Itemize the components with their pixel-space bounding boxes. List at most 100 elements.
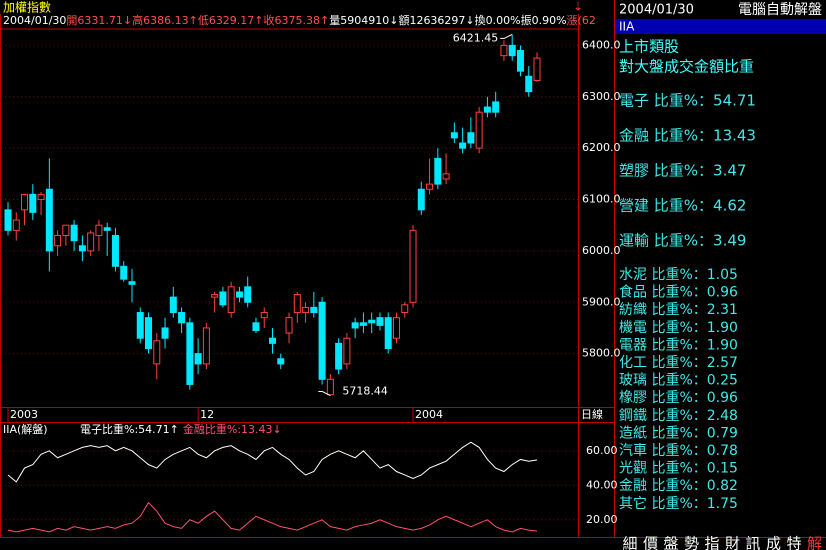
candle-body [285,317,293,334]
candle-body [492,101,500,113]
toolbar-button[interactable]: 財 [725,535,740,550]
side-item: 食品 比重%：0.96 [619,284,738,301]
info-bar: 2004/01/30開6331.71↓高6386.13↑低6329.17↑收63… [3,13,596,27]
y-tick-label: 40.00 [586,478,618,491]
side-header [615,0,826,18]
side-item: 化工 比重%：2.57 [619,355,738,371]
info-item: 量5904910↓額12636297↓換0.00%振0.90% [329,13,566,27]
candle-body [202,327,210,365]
side-item: 玻璃 比重%：0.25 [619,372,738,389]
candle-body [62,224,70,236]
candle-body [128,281,136,285]
side-item: 電子 比重%：54.71 [619,92,756,110]
candle-body [136,312,144,339]
arrow-icon: ⇣ [573,0,583,14]
lower-title: IIA(解盤) [3,422,48,436]
toolbar-button[interactable]: 訊 [745,535,760,550]
frame [0,0,826,538]
candle-body [467,132,475,144]
toolbar-button[interactable]: 解 [807,535,822,550]
candle-body [219,291,227,306]
side-item: 機電 比重%：1.90 [619,320,738,336]
side-tab [615,19,826,34]
candle-body [516,50,524,72]
side-item: 金融 比重%：0.82 [619,478,738,494]
candle-body [252,322,260,332]
toolbar-button[interactable]: 指 [704,535,719,550]
side-title: 電腦自動解盤 [738,2,822,18]
annotation: 6421.45 [453,31,499,44]
candle-body [392,317,400,339]
candle-body [227,286,235,314]
candle-body [417,188,425,211]
y-tick-label: 5900.0 [582,295,621,308]
candle-body [310,306,318,314]
toolbar-button[interactable]: 細 [622,535,637,550]
toolbar-button[interactable]: 盤 [663,535,678,550]
candle-body [368,319,376,324]
candle-body [37,193,45,201]
side-item: 鋼鐵 比重%：2.48 [619,407,738,424]
candle-body [4,209,12,231]
y-tick-label: 60.00 [586,444,618,457]
candle-body [326,378,334,396]
candle-body [87,232,95,252]
period-label: 日線 [581,407,603,421]
info-item: 漲(62 [567,14,596,27]
x-tick-label: 2003 [10,408,38,421]
candle-body [318,301,326,380]
candle-body [293,294,301,314]
side-heading: 對大盤成交金額比重 [619,58,754,76]
candle-body [508,44,516,57]
candle-body [95,224,103,236]
side-item: 造紙 比重%：0.79 [619,425,738,441]
y-tick-label: 6400.0 [582,38,621,51]
candle-body [178,312,186,324]
candle-body [359,322,367,326]
side-item: 水泥 比重%：1.05 [619,267,738,283]
legend-entry: 電子比重%:54.71↑ [80,422,179,436]
candle-body [111,234,119,267]
annotation: 5718.44 [342,385,388,398]
candle-body [351,322,359,329]
candle-body [533,57,541,81]
candle-body [153,340,161,365]
series-line [7,441,538,483]
annotation-leader [318,391,331,396]
candle-body [120,265,128,280]
x-tick-label: 2004 [415,408,443,421]
toolbar-button[interactable]: 價 [643,535,658,550]
candle-body [500,44,508,57]
candle-body [12,219,20,231]
toolbar-button[interactable]: 成 [766,535,781,550]
candle-body [426,183,434,190]
candle-body [211,294,219,298]
legend-entry: 金融比重%:13.43↓ [183,422,282,436]
side-item: 塑膠 比重%：3.47 [619,162,746,180]
candle-body [376,317,384,326]
info-item: 2004/01/30 [3,14,66,27]
candle-body [161,327,169,339]
side-heading: 上市類股 [619,38,679,56]
candle-body [269,337,276,344]
candle-body [459,142,467,149]
y-tick-label: 6000.0 [582,244,621,257]
y-tick-label: 20.00 [586,513,618,526]
candle-body [54,234,62,247]
candle-body [103,227,111,231]
candle-body [78,245,86,252]
candle-body [401,304,409,314]
side-item: 營建 比重%：4.62 [619,197,746,215]
candle-body [409,229,417,303]
candle-body [434,157,442,185]
toolbar-button[interactable]: 勢 [684,535,699,550]
candle-body [21,193,29,211]
candle-body [450,132,458,139]
y-tick-label: 6200.0 [582,141,621,154]
candle-body [475,111,483,149]
candle-body [186,322,194,385]
candle-body [260,312,268,319]
side-item: 運輸 比重%：3.49 [619,232,746,250]
candle-body [45,188,53,252]
toolbar-button[interactable]: 特 [786,535,801,550]
